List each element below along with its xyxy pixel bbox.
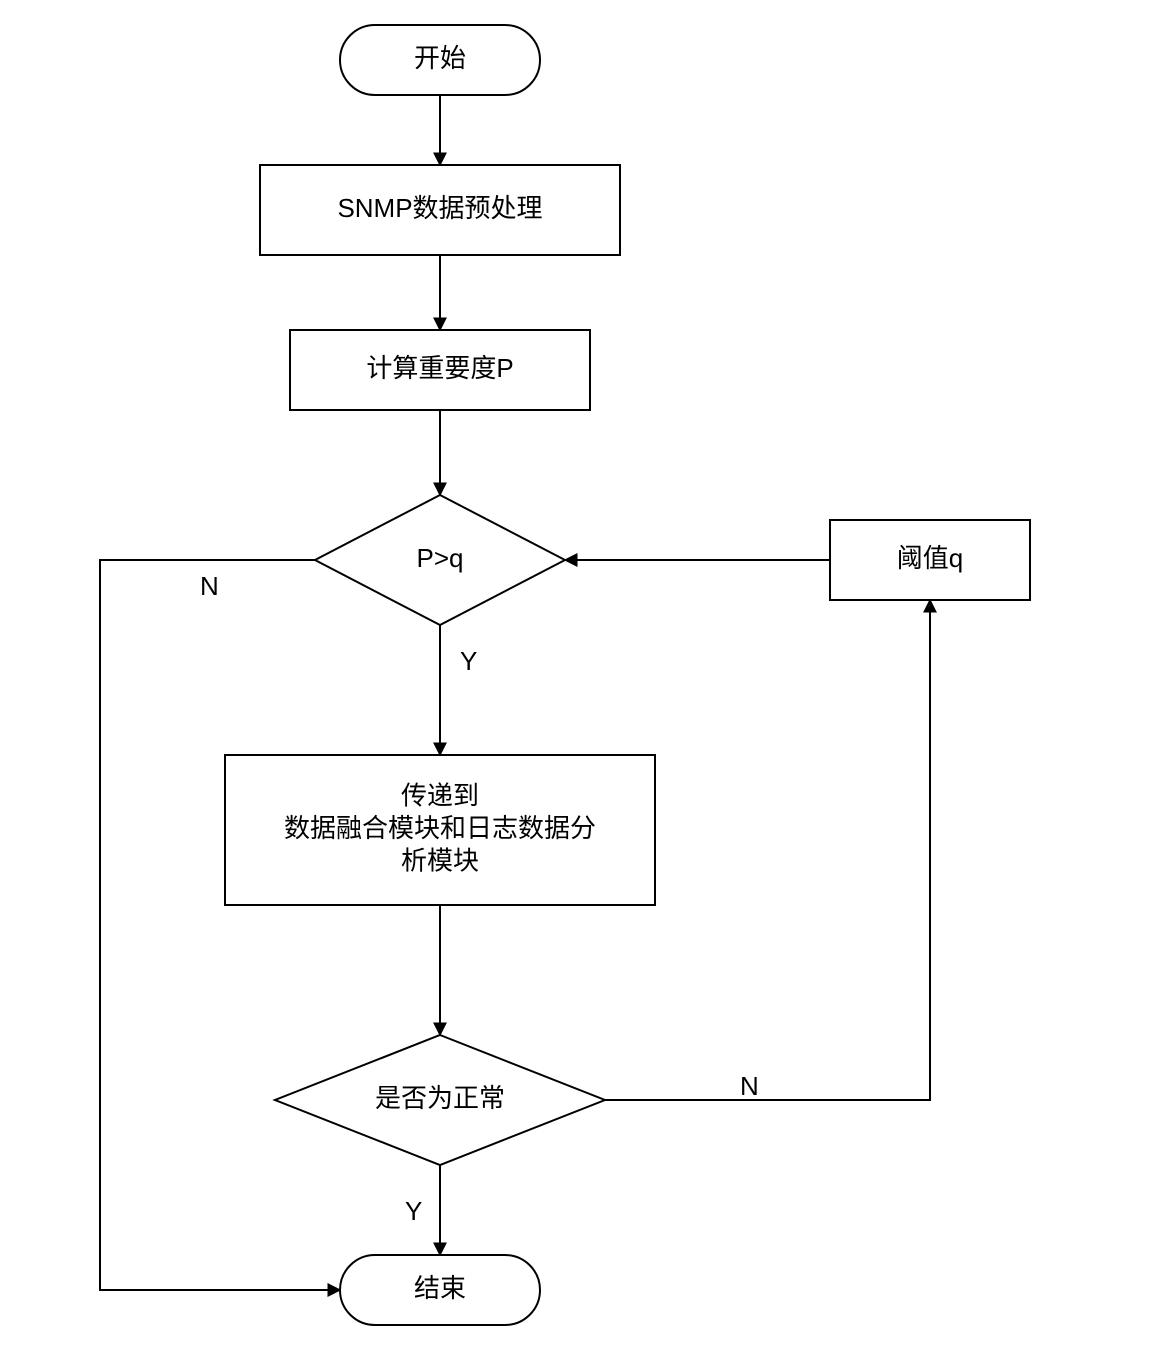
node-threshold: 阈值q xyxy=(830,520,1030,600)
node-decision2-text: 是否为正常 xyxy=(375,1083,505,1113)
node-preproc-text: SNMP数据预处理 xyxy=(337,193,542,223)
node-start-text: 开始 xyxy=(414,43,466,73)
label-d1_no: N xyxy=(200,571,219,601)
node-threshold-text: 阈值q xyxy=(897,543,963,573)
label-d2_yes: Y xyxy=(405,1196,422,1226)
node-start: 开始 xyxy=(340,25,540,95)
edge-decision1-end xyxy=(100,560,340,1290)
label-d1_yes: Y xyxy=(460,646,477,676)
node-transfer-text-2: 析模块 xyxy=(401,845,479,875)
node-end: 结束 xyxy=(340,1255,540,1325)
node-transfer-text-1: 数据融合模块和日志数据分 xyxy=(284,813,596,843)
node-end-text: 结束 xyxy=(414,1273,466,1303)
node-decision2: 是否为正常 xyxy=(275,1035,605,1165)
node-preproc: SNMP数据预处理 xyxy=(260,165,620,255)
node-decision1: P>q xyxy=(315,495,565,625)
node-calc-text: 计算重要度P xyxy=(366,353,513,383)
node-decision1-text: P>q xyxy=(417,543,464,573)
label-d2_no: N xyxy=(740,1071,759,1101)
node-transfer: 传递到数据融合模块和日志数据分析模块 xyxy=(225,755,655,905)
node-transfer-text-0: 传递到 xyxy=(401,780,479,810)
node-calc: 计算重要度P xyxy=(290,330,590,410)
